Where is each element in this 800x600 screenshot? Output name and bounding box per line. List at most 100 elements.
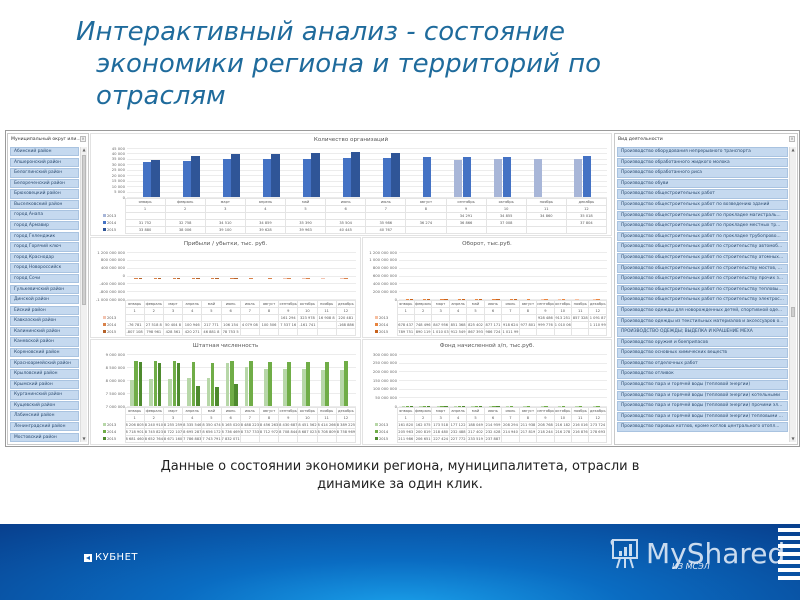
- municipality-item[interactable]: Ейский район: [10, 305, 79, 316]
- bar-2014-февраль[interactable]: [423, 405, 427, 407]
- bar-2014-февраль[interactable]: [423, 298, 427, 300]
- bar-2014-октябрь[interactable]: [306, 362, 310, 406]
- bar-2014-август[interactable]: [268, 277, 272, 279]
- bar-2014-октябрь[interactable]: [561, 298, 566, 300]
- bar-2015-апрель[interactable]: [195, 277, 200, 279]
- bar-2013-сентябрь[interactable]: [282, 369, 287, 406]
- bar-2013-сентябрь[interactable]: [282, 277, 287, 279]
- bar-2013-ноябрь[interactable]: [533, 158, 543, 197]
- bar-2013-май[interactable]: [471, 405, 475, 407]
- activity-item[interactable]: Производство одежды из текстильных матер…: [617, 316, 788, 327]
- bar-2015-апрель[interactable]: [271, 153, 280, 197]
- bar-2014-декабрь[interactable]: [596, 405, 600, 407]
- bar-2014-октябрь[interactable]: [306, 277, 310, 279]
- activity-item[interactable]: Производство пара и горячей воды (теплов…: [617, 380, 788, 390]
- bar-2014-октябрь[interactable]: [502, 156, 511, 197]
- bar-2013-ноябрь[interactable]: [575, 405, 579, 407]
- bar-2013-октябрь[interactable]: [557, 298, 562, 300]
- municipality-item[interactable]: Каневской район: [10, 337, 79, 347]
- municipality-item[interactable]: Апшеронский район: [10, 157, 79, 167]
- bar-2014-июль[interactable]: [509, 298, 514, 300]
- municipality-item[interactable]: Гулькевичский район: [10, 284, 79, 294]
- bar-2013-ноябрь[interactable]: [321, 369, 325, 406]
- bar-2014-июль[interactable]: [248, 361, 253, 406]
- bar-2013-октябрь[interactable]: [493, 159, 503, 197]
- bar-2013-март[interactable]: [168, 379, 173, 406]
- bar-2013-июль[interactable]: [505, 405, 510, 407]
- bar-2015-апрель[interactable]: [461, 405, 465, 407]
- activity-item[interactable]: Производство общестроительных работ по с…: [617, 284, 788, 295]
- bar-2014-апрель[interactable]: [262, 158, 271, 197]
- activity-item[interactable]: Производство общестроительных работ по с…: [617, 252, 788, 263]
- municipality-item[interactable]: Динской район: [10, 295, 79, 305]
- bar-2014-март[interactable]: [222, 159, 231, 197]
- bar-2014-январь[interactable]: [134, 361, 139, 406]
- bar-2015-май[interactable]: [311, 153, 320, 197]
- activity-item[interactable]: Производство общестроительных работ по с…: [617, 274, 788, 284]
- bar-2014-июнь[interactable]: [229, 361, 234, 406]
- clear-filter-icon[interactable]: ×: [789, 136, 795, 142]
- bar-2014-август[interactable]: [422, 157, 431, 197]
- bar-2013-январь[interactable]: [401, 405, 406, 407]
- bar-2013-сентябрь[interactable]: [540, 298, 544, 300]
- bar-2015-июль[interactable]: [513, 298, 517, 300]
- bar-2014-август[interactable]: [268, 361, 272, 406]
- municipality-item[interactable]: город Анапа: [10, 210, 79, 220]
- bar-2013-октябрь[interactable]: [301, 368, 306, 406]
- municipality-item[interactable]: город Геленджик: [10, 231, 79, 242]
- activity-item[interactable]: Производство общестроительных работ по с…: [617, 295, 788, 305]
- bar-2014-февраль[interactable]: [153, 277, 158, 279]
- bar-2013-сентябрь[interactable]: [540, 405, 544, 407]
- activity-item[interactable]: Производство общестроительных работ по в…: [617, 199, 788, 210]
- activity-item[interactable]: Производство обуви: [617, 178, 788, 189]
- bar-2013-август[interactable]: [263, 369, 268, 406]
- bar-2014-июль[interactable]: [509, 405, 514, 407]
- municipality-item[interactable]: город Краснодар: [10, 252, 79, 263]
- activity-item[interactable]: Производство обработанного риса: [617, 168, 788, 178]
- bar-2015-февраль[interactable]: [191, 155, 200, 197]
- scroll-thumb[interactable]: [82, 155, 86, 305]
- municipality-item[interactable]: город Сочи: [10, 273, 79, 284]
- activity-item[interactable]: ПРОИЗВОДСТВО ОДЕЖДЫ; ВЫДЕЛКА И КРАШЕНИЕ …: [617, 327, 788, 337]
- bar-2015-июнь[interactable]: [496, 405, 500, 407]
- bar-2015-июнь[interactable]: [496, 298, 500, 300]
- bar-2014-сентябрь[interactable]: [287, 277, 291, 279]
- bar-2015-июнь[interactable]: [234, 277, 238, 279]
- activity-item[interactable]: Производство общестроительных работ по с…: [617, 263, 788, 274]
- bar-2015-май[interactable]: [478, 298, 483, 300]
- bar-2014-апрель[interactable]: [457, 405, 462, 407]
- bar-2014-август[interactable]: [527, 298, 531, 300]
- bar-2015-апрель[interactable]: [461, 298, 465, 300]
- bar-2014-май[interactable]: [302, 158, 311, 197]
- municipality-item[interactable]: Белоглинский район: [10, 168, 79, 178]
- bar-2014-март[interactable]: [440, 405, 444, 407]
- activity-item[interactable]: Производство пара и горячей воды (теплов…: [617, 401, 788, 411]
- bar-2013-ноябрь[interactable]: [575, 298, 579, 300]
- bar-2013-июнь[interactable]: [225, 363, 230, 406]
- activity-scrollbar[interactable]: ▲ ▼: [789, 147, 796, 442]
- scroll-up-icon[interactable]: ▲: [82, 147, 86, 152]
- municipality-item[interactable]: Крыловский район: [10, 369, 79, 379]
- activity-item[interactable]: Производство пара и горячей воды (теплов…: [617, 411, 788, 422]
- activity-item[interactable]: Производство оборудования непрерывного т…: [617, 147, 788, 157]
- bar-2014-июль[interactable]: [382, 158, 391, 197]
- municipality-item[interactable]: Курганинский район: [10, 390, 79, 400]
- bar-2014-апрель[interactable]: [191, 362, 196, 406]
- bar-2013-февраль[interactable]: [419, 405, 423, 407]
- bar-2013-июль[interactable]: [244, 367, 249, 406]
- bar-2014-август[interactable]: [527, 405, 531, 407]
- bar-2014-май[interactable]: [475, 405, 479, 407]
- bar-2013-август[interactable]: [523, 405, 527, 407]
- bar-2014-март[interactable]: [172, 277, 177, 279]
- bar-2013-март[interactable]: [436, 405, 440, 407]
- municipality-item[interactable]: Кавказский район: [10, 316, 79, 326]
- municipality-item[interactable]: Кореновский район: [10, 347, 79, 358]
- activity-item[interactable]: Производство общестроительных работ по п…: [617, 210, 788, 221]
- bar-2014-июль[interactable]: [248, 277, 253, 279]
- bar-2014-июнь[interactable]: [229, 277, 234, 279]
- activity-item[interactable]: Производство общестроительных работ по с…: [617, 242, 788, 252]
- activity-item[interactable]: Производство общестроительных работ по п…: [617, 221, 788, 231]
- activity-item[interactable]: Производство обработанного жидкого молок…: [617, 157, 788, 168]
- municipality-item[interactable]: Брюховецкий район: [10, 189, 79, 199]
- activity-item[interactable]: Производство отделочных работ: [617, 358, 788, 369]
